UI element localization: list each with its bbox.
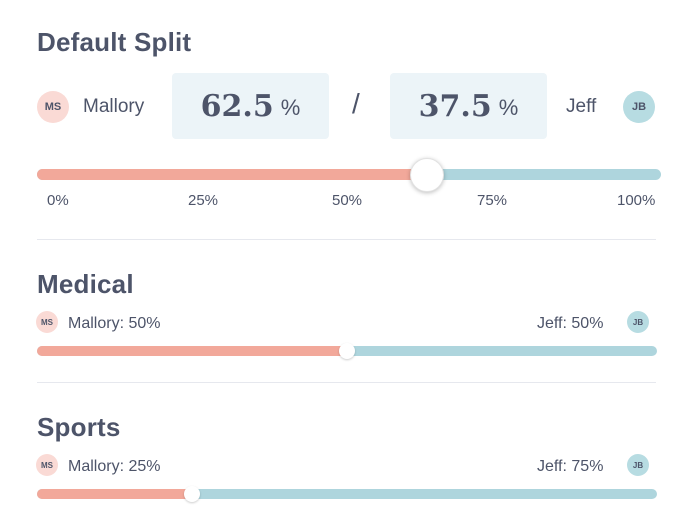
right-percent-input[interactable]: 37.5 %: [390, 73, 547, 139]
sports-right-label: Jeff: 75%: [537, 458, 604, 475]
sports-left-label: Mallory: 25%: [68, 458, 161, 475]
tick-label: 0%: [47, 192, 69, 209]
right-person-name: Jeff: [566, 96, 597, 117]
sports-slider-fill: [37, 489, 192, 499]
sports-slider-handle[interactable]: [184, 486, 200, 502]
right-percent-value: 37.5: [418, 88, 492, 124]
tick-label: 25%: [188, 192, 219, 209]
left-percent-input[interactable]: 62.5 %: [172, 73, 329, 139]
default-split-slider-track[interactable]: [37, 169, 661, 180]
sports-slider-track[interactable]: [37, 489, 657, 499]
tick-label: 50%: [332, 192, 363, 209]
avatar-mallory: MS: [37, 91, 69, 123]
avatar-jeff: JB: [627, 454, 649, 476]
avatar-mallory: MS: [36, 454, 58, 476]
avatar-jeff: JB: [623, 91, 655, 123]
default-split-slider-fill: [37, 169, 427, 180]
left-percent-value: 62.5: [200, 88, 274, 124]
right-percent-unit: %: [498, 95, 519, 120]
default-split-slider-handle[interactable]: [410, 158, 444, 192]
medical-slider-fill: [37, 346, 347, 356]
tick-label: 75%: [477, 192, 508, 209]
section-title-default-split: Default Split: [37, 27, 192, 57]
medical-right-label: Jeff: 50%: [537, 315, 604, 332]
divider: [37, 239, 656, 240]
section-title-sports: Sports: [37, 412, 121, 442]
split-separator: /: [352, 88, 360, 119]
tick-label: 100%: [617, 192, 656, 209]
medical-slider-handle[interactable]: [339, 343, 355, 359]
left-percent-unit: %: [280, 95, 301, 120]
medical-left-label: Mallory: 50%: [68, 315, 161, 332]
section-title-medical: Medical: [37, 269, 134, 299]
avatar-mallory: MS: [36, 311, 58, 333]
left-person-name: Mallory: [83, 96, 145, 117]
avatar-jeff: JB: [627, 311, 649, 333]
divider: [37, 382, 656, 383]
